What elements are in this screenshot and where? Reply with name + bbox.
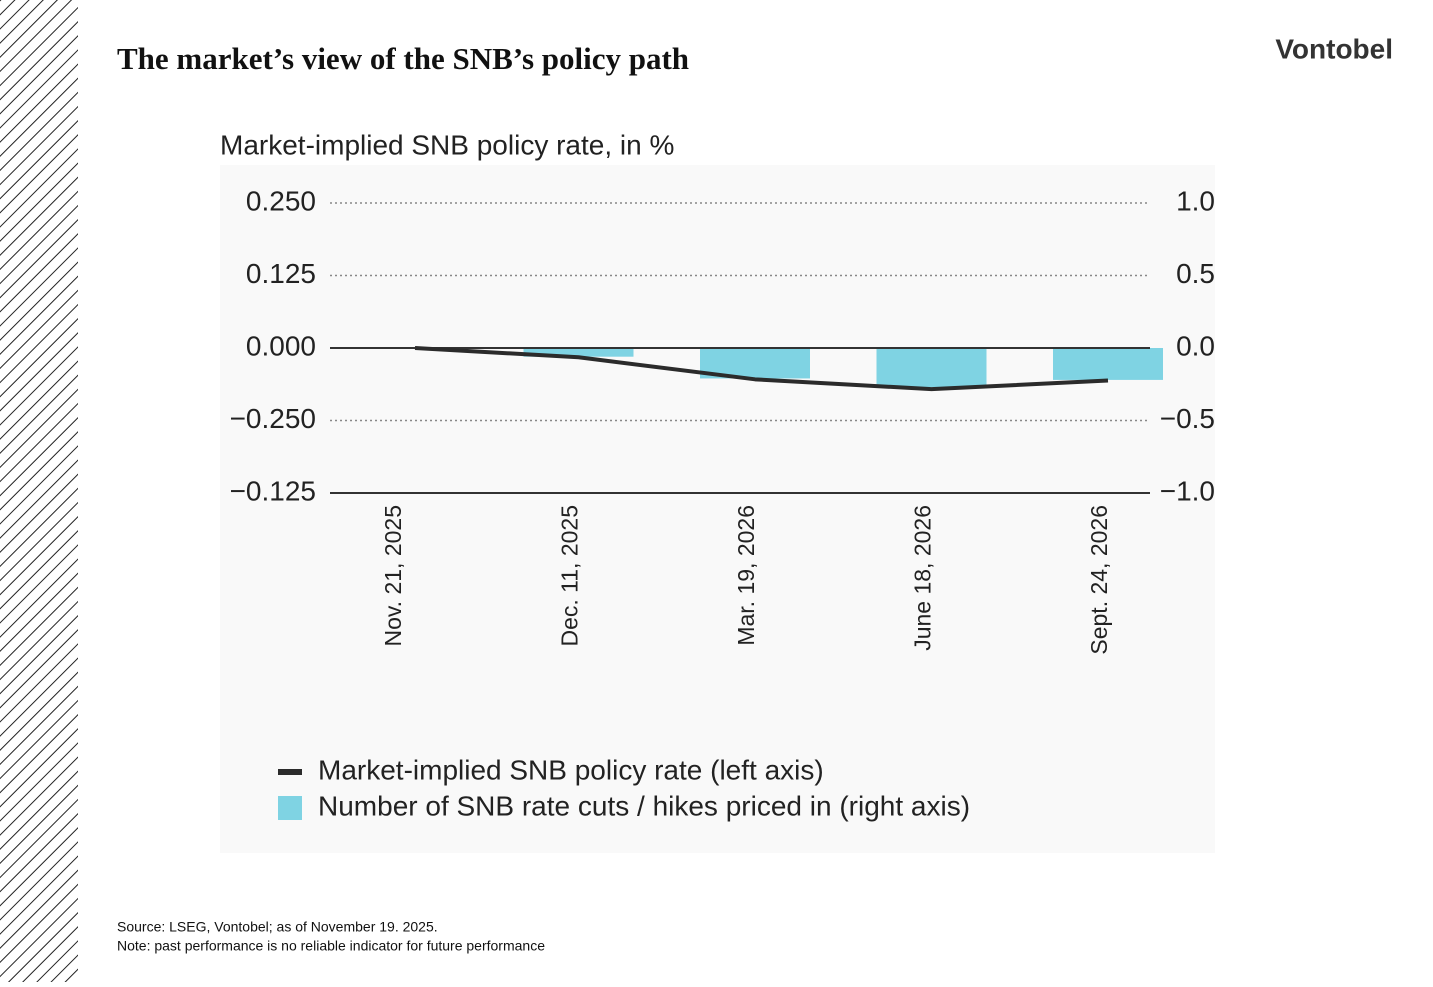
y2-tick-label: 0.0 xyxy=(1176,330,1215,361)
y2-tick-label: −1.0 xyxy=(1160,475,1215,506)
y-tick-label: 0.125 xyxy=(246,258,316,289)
y2-tick-label: 0.5 xyxy=(1176,258,1215,289)
bar xyxy=(876,348,987,388)
x-tick-label: Nov. 21, 2025 xyxy=(380,505,406,647)
y-tick-label: 0.000 xyxy=(246,330,316,361)
legend-label: Number of SNB rate cuts / hikes priced i… xyxy=(318,790,970,821)
hatch-strip xyxy=(0,0,78,982)
slide-title: The market’s view of the SNB’s policy pa… xyxy=(117,41,689,76)
y-tick-label: −0.250 xyxy=(230,403,316,434)
y-tick-label: 0.250 xyxy=(246,185,316,216)
y-tick-label: −0.125 xyxy=(230,475,316,506)
note: Note: past performance is no reliable in… xyxy=(117,938,545,954)
x-tick-label: Mar. 19, 2026 xyxy=(733,505,759,646)
x-tick-label: Dec. 11, 2025 xyxy=(557,505,583,647)
logo: Vontobel xyxy=(1275,33,1393,64)
line xyxy=(414,346,1109,392)
x-tick-label: Sept. 24, 2026 xyxy=(1086,505,1112,655)
legend-swatch xyxy=(278,796,302,820)
y-axis-title: Market-implied SNB policy rate, in % xyxy=(220,129,674,160)
y2-tick-label: −0.5 xyxy=(1160,403,1215,434)
bar xyxy=(1053,348,1163,380)
x-tick-label: June 18, 2026 xyxy=(910,505,936,651)
legend-label: Market-implied SNB policy rate (left axi… xyxy=(318,754,824,785)
chart-panel xyxy=(220,165,1215,853)
source: Source: LSEG, Vontobel; as of November 1… xyxy=(117,919,438,935)
bar xyxy=(523,348,634,357)
y2-tick-label: 1.0 xyxy=(1176,185,1215,216)
